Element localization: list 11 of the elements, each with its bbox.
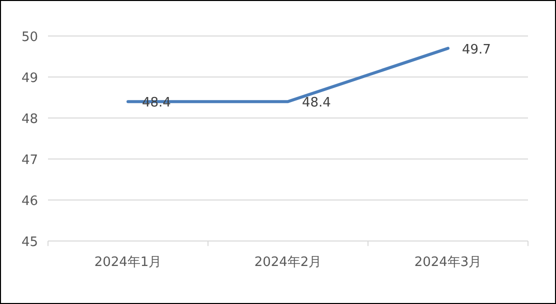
x-tick-label: 2024年1月 xyxy=(94,255,162,270)
x-tick-label: 2024年3月 xyxy=(414,255,482,270)
x-tick-label: 2024年2月 xyxy=(254,255,322,270)
y-tick-label: 47 xyxy=(21,153,38,168)
data-label: 48.4 xyxy=(302,96,331,111)
y-tick-label: 49 xyxy=(21,71,38,86)
y-tick-label: 46 xyxy=(21,194,38,209)
y-tick-label: 45 xyxy=(21,235,38,250)
y-tick-label: 48 xyxy=(21,112,38,127)
data-label: 49.7 xyxy=(462,42,491,58)
y-tick-label: 50 xyxy=(21,30,38,45)
